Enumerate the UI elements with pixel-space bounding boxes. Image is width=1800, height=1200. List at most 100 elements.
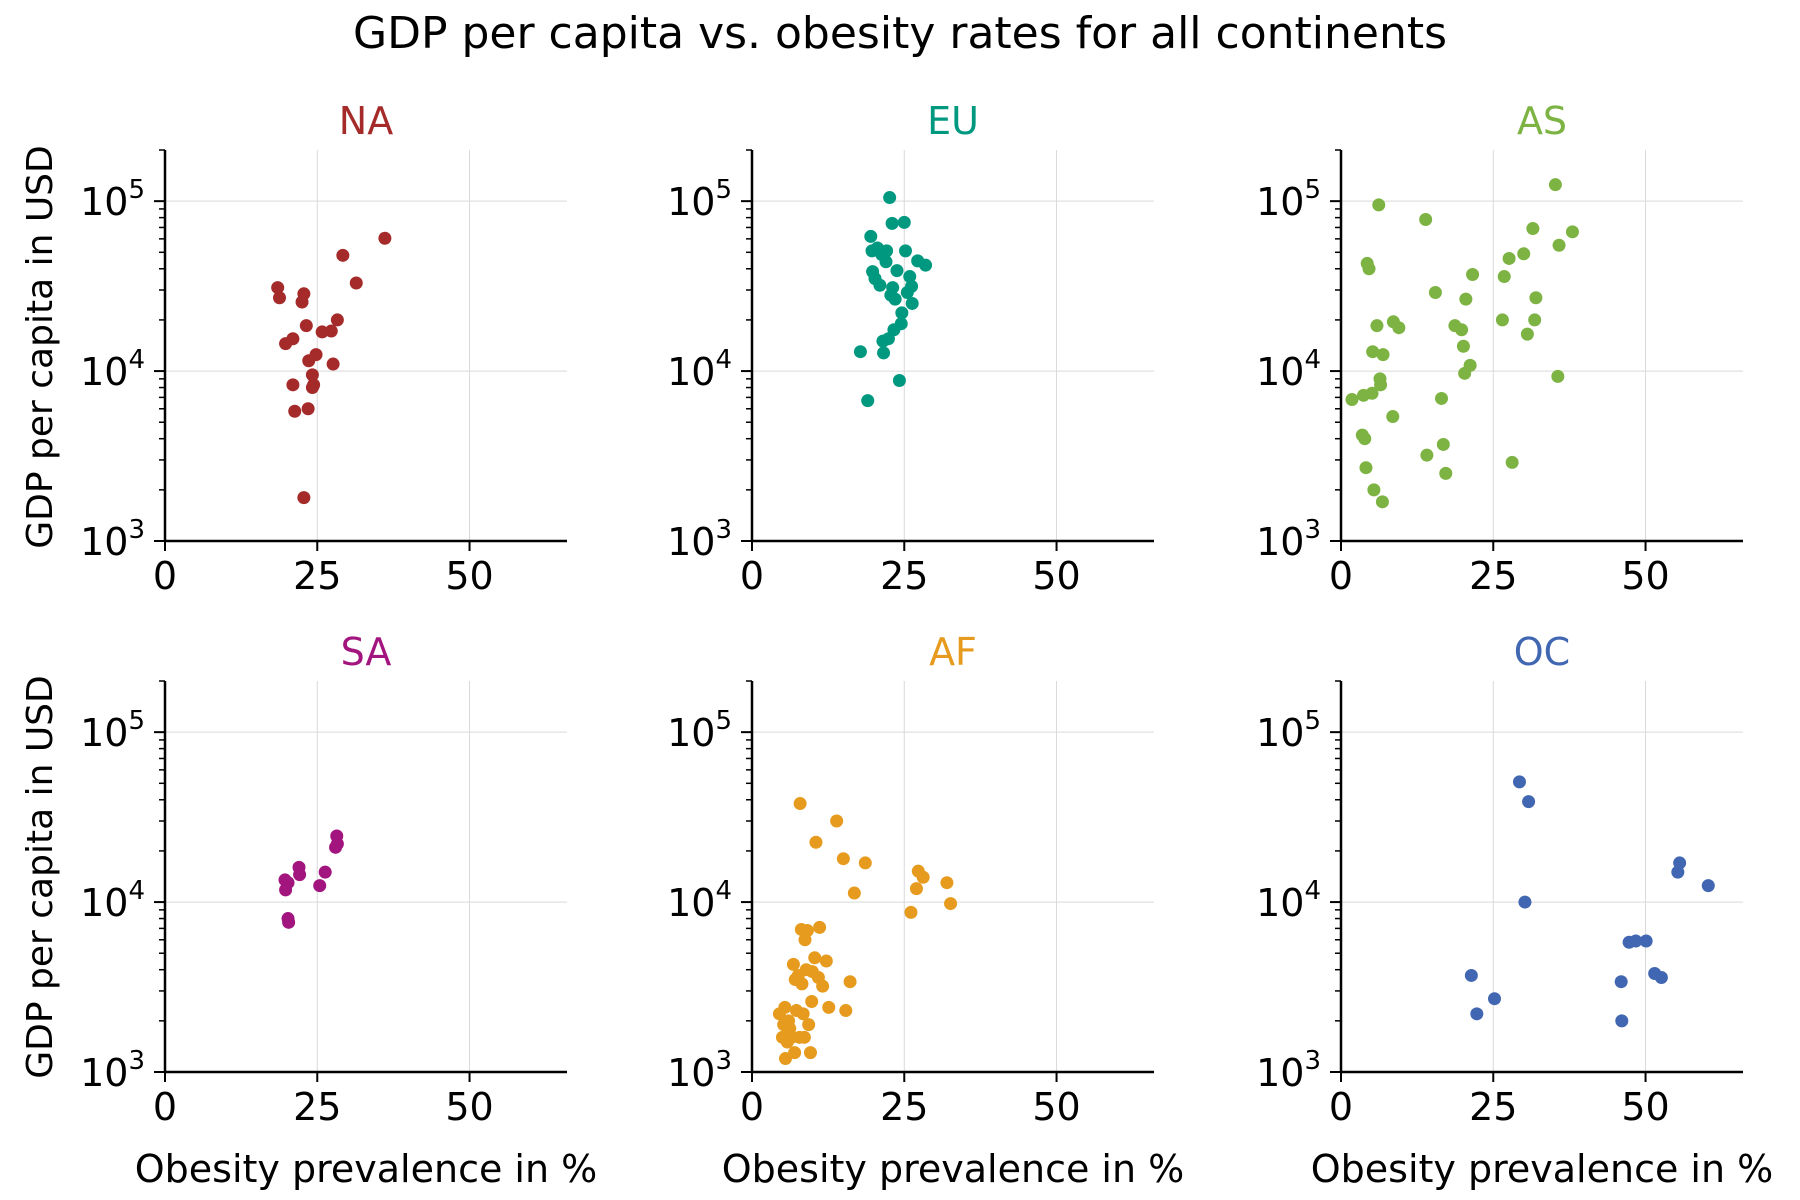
data-point — [271, 281, 285, 295]
subplot-na: 103 104 105 0 25 50 NA — [80, 99, 567, 598]
y-tick-label: 103 — [80, 515, 145, 564]
data-point — [1367, 483, 1381, 497]
data-point — [861, 394, 875, 408]
data-point — [894, 317, 908, 331]
data-point — [796, 1007, 810, 1021]
data-point — [1370, 319, 1384, 333]
data-point — [853, 345, 867, 359]
y-tick-label: 103 — [1256, 515, 1321, 564]
data-point — [905, 279, 919, 293]
data-point — [297, 491, 311, 505]
data-point — [1372, 198, 1386, 212]
x-tick-label: 25 — [1469, 554, 1517, 598]
data-point — [822, 1000, 836, 1014]
data-point — [816, 979, 830, 993]
data-point — [864, 229, 878, 243]
data-point — [1701, 879, 1715, 893]
data-point — [286, 378, 300, 392]
data-point — [313, 879, 327, 893]
data-point — [1428, 286, 1442, 300]
data-point — [888, 292, 902, 306]
data-point — [1529, 291, 1543, 305]
data-point — [940, 876, 954, 890]
y-tick-label: 103 — [80, 1046, 145, 1095]
data-point — [904, 905, 918, 919]
data-point — [1673, 856, 1687, 870]
data-point — [281, 876, 295, 890]
y-tick-label: 103 — [1256, 1046, 1321, 1095]
y-tick-label: 105 — [1256, 175, 1321, 224]
data-point — [1639, 934, 1653, 948]
x-tick-label: 25 — [293, 1085, 341, 1129]
data-point — [1464, 968, 1478, 982]
x-axis-label: Obesity prevalence in % — [1311, 1147, 1774, 1191]
data-point — [1374, 378, 1388, 392]
subplot-eu: 103 104 105 0 25 50 EU — [667, 99, 1154, 598]
data-point — [1505, 455, 1519, 469]
data-point — [788, 1046, 802, 1060]
data-point — [324, 324, 338, 338]
data-point — [1359, 461, 1373, 475]
data-point — [299, 319, 313, 333]
x-tick-label: 25 — [1469, 1085, 1517, 1129]
data-point — [1551, 369, 1565, 383]
data-point — [1365, 386, 1379, 400]
data-point — [1456, 339, 1470, 353]
data-point — [1528, 313, 1542, 327]
data-point — [897, 215, 911, 229]
data-point — [1518, 895, 1532, 909]
x-tick-label: 50 — [445, 1085, 493, 1129]
data-point — [797, 1030, 811, 1044]
data-point — [909, 882, 923, 896]
data-point — [883, 191, 897, 205]
data-point — [843, 975, 857, 989]
data-point — [839, 1004, 853, 1018]
data-point — [1502, 251, 1516, 265]
subplot-oc: 103 104 105 0 25 50 OC Obesity prevalence in % — [1256, 630, 1773, 1191]
data-point — [1392, 321, 1406, 335]
data-point — [905, 296, 919, 310]
y-tick-label: 104 — [80, 876, 145, 925]
data-point — [1345, 393, 1359, 407]
data-point — [879, 255, 893, 269]
data-point — [1487, 992, 1501, 1006]
data-point — [1463, 358, 1477, 372]
subplot-title: NA — [339, 99, 393, 143]
data-point — [1375, 495, 1389, 509]
data-point — [873, 278, 887, 292]
x-tick-label: 25 — [293, 554, 341, 598]
y-tick-label: 104 — [667, 876, 732, 925]
x-tick-label: 50 — [1621, 1085, 1669, 1129]
data-point — [286, 332, 300, 346]
subplot-title: OC — [1514, 630, 1570, 674]
data-point — [1419, 212, 1433, 226]
subplot-title: SA — [341, 630, 392, 674]
data-point — [830, 814, 844, 828]
data-point — [1565, 225, 1579, 239]
x-axis-label: Obesity prevalence in % — [722, 1147, 1185, 1191]
data-point — [944, 897, 958, 911]
data-point — [1436, 437, 1450, 451]
data-point — [800, 924, 814, 938]
data-point — [819, 954, 833, 968]
data-point — [1435, 391, 1448, 405]
x-tick-label: 0 — [740, 1085, 764, 1129]
data-point — [378, 231, 392, 245]
data-point — [1362, 262, 1376, 276]
data-point — [309, 348, 323, 362]
data-point — [1526, 222, 1540, 236]
data-point — [288, 404, 302, 418]
data-point — [892, 374, 906, 388]
data-point — [886, 281, 900, 295]
data-point — [1517, 247, 1531, 261]
data-point — [1520, 327, 1534, 341]
x-axis-label: Obesity prevalence in % — [135, 1147, 598, 1191]
data-point — [305, 368, 319, 382]
y-tick-label: 105 — [80, 175, 145, 224]
x-tick-label: 25 — [880, 554, 928, 598]
data-point — [1522, 795, 1536, 809]
x-tick-label: 0 — [153, 1085, 177, 1129]
data-point — [1420, 448, 1434, 462]
data-point — [1548, 178, 1562, 192]
x-tick-label: 50 — [1032, 1085, 1080, 1129]
